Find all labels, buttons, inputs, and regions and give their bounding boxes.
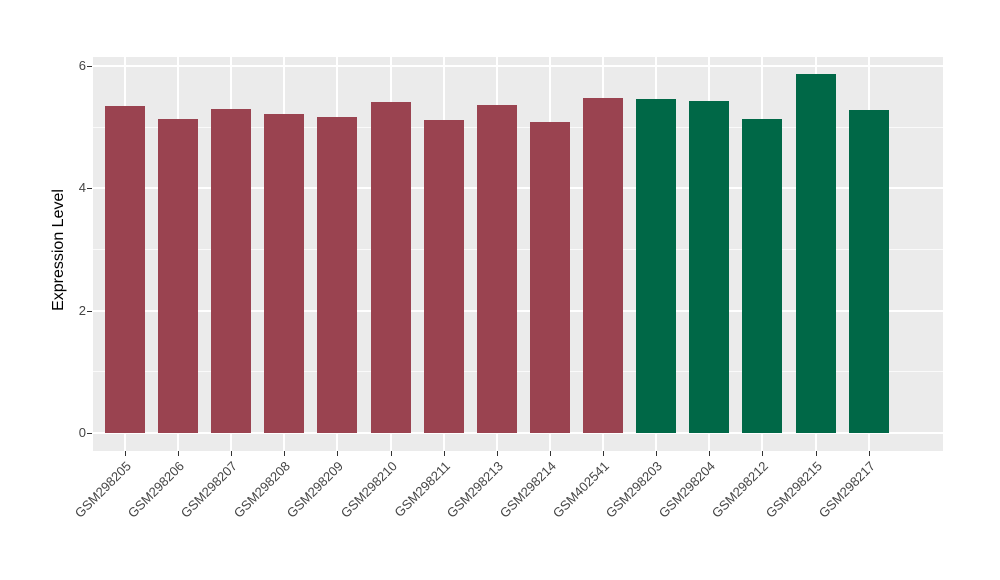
- y-axis-title: Expression Level: [50, 189, 67, 311]
- x-tick-mark: [178, 451, 179, 456]
- x-tick-mark: [337, 451, 339, 456]
- x-tick-mark: [868, 451, 870, 456]
- x-tick-mark: [656, 451, 658, 456]
- bar-GSM298212: [742, 119, 783, 433]
- x-tick-label: GSM298210: [337, 458, 400, 521]
- y-tick-mark: [87, 433, 92, 434]
- x-tick-label: GSM298215: [762, 458, 825, 521]
- y-major-gridline: [93, 309, 943, 312]
- bar-GSM298204: [689, 100, 730, 433]
- x-tick-mark: [603, 451, 604, 456]
- x-tick-label: GSM298205: [71, 458, 134, 521]
- x-tick-mark: [443, 451, 445, 456]
- y-minor-gridline: [93, 126, 943, 128]
- x-tick-label: GSM298208: [230, 458, 294, 521]
- x-tick-mark: [549, 451, 551, 456]
- x-tick-mark: [284, 451, 286, 456]
- bar-GSM298210: [370, 102, 411, 433]
- y-major-gridline: [93, 187, 943, 190]
- bar-GSM298203: [636, 99, 677, 433]
- bar-GSM298205: [104, 105, 145, 433]
- y-tick-label: 0: [78, 425, 86, 440]
- y-tick-label: 4: [78, 180, 86, 196]
- x-tick-mark: [231, 451, 233, 456]
- bar-GSM402541: [583, 97, 623, 433]
- y-minor-gridline: [93, 371, 943, 373]
- bar-GSM298211: [423, 120, 464, 433]
- x-tick-label: GSM298213: [443, 458, 506, 521]
- y-tick-label: 6: [78, 57, 86, 73]
- x-tick-mark: [124, 451, 126, 456]
- bar-GSM298207: [211, 108, 252, 433]
- x-tick-label: GSM298203: [602, 458, 666, 521]
- bar-GSM298215: [795, 73, 836, 433]
- plot-panel: [93, 57, 943, 451]
- x-tick-label: GSM298214: [496, 458, 559, 521]
- bar-GSM298208: [264, 114, 305, 433]
- y-tick-mark: [87, 65, 92, 67]
- y-tick-label: 2: [78, 302, 86, 318]
- x-tick-label: GSM298209: [284, 458, 347, 521]
- bar-GSM298217: [848, 110, 889, 433]
- x-tick-label: GSM298207: [177, 458, 241, 521]
- bar-GSM298206: [158, 118, 198, 433]
- x-tick-mark: [390, 451, 392, 456]
- y-tick-mark: [87, 310, 92, 312]
- x-tick-mark: [762, 451, 764, 456]
- x-tick-label: GSM298204: [655, 458, 719, 521]
- x-tick-mark: [709, 451, 711, 456]
- y-tick-mark: [87, 188, 92, 190]
- bar-GSM298213: [476, 105, 517, 433]
- y-major-gridline: [93, 432, 943, 434]
- x-tick-label: GSM298217: [815, 458, 878, 521]
- x-tick-mark: [496, 451, 498, 456]
- bar-GSM298214: [529, 122, 570, 433]
- x-tick-label: GSM298212: [709, 458, 772, 521]
- x-tick-label: GSM298211: [391, 458, 453, 520]
- y-minor-gridline: [93, 248, 943, 250]
- x-tick-label: GSM402541: [549, 458, 612, 521]
- x-tick-label: GSM298206: [124, 458, 187, 521]
- y-major-gridline: [93, 64, 943, 67]
- x-tick-mark: [815, 451, 817, 456]
- bar-GSM298209: [317, 116, 358, 433]
